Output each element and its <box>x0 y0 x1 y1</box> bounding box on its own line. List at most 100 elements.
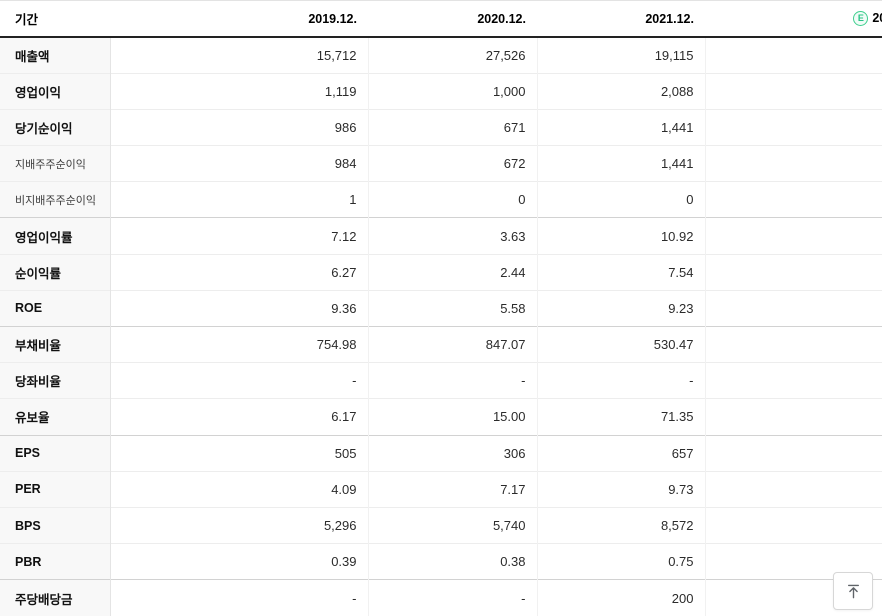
row-label: 유보율 <box>0 398 111 436</box>
table-row-debt-ratio: 부채비율 754.98 847.07 530.47 - <box>0 325 882 363</box>
row-label: PBR <box>0 543 111 580</box>
cell-2020: 671 <box>368 108 538 146</box>
cell-2022: - <box>705 506 882 544</box>
row-label: 당좌비율 <box>0 362 111 399</box>
cell-2021: 200 <box>537 579 706 616</box>
cell-2019: - <box>110 579 369 616</box>
cell-2021: 0.75 <box>537 543 706 580</box>
cell-2019: 984 <box>110 145 369 182</box>
cell-2019: 6.17 <box>110 398 369 436</box>
cell-2019: 0.39 <box>110 543 369 580</box>
cell-2021: 9.73 <box>537 470 706 508</box>
row-label: 영업이익 <box>0 72 111 110</box>
cell-2022: - <box>705 217 882 255</box>
cell-2021: - <box>537 362 706 399</box>
cell-2019: 986 <box>110 108 369 146</box>
table-row-reserve-ratio: 유보율 6.17 15.00 71.35 - <box>0 398 882 436</box>
header-row: 기간 2019.12. 2020.12. 2021.12. E2022.12. <box>0 1 882 38</box>
cell-2022: - <box>705 434 882 472</box>
header-col-2020: 2020.12. <box>368 1 537 38</box>
row-label: 주당배당금 <box>0 579 111 616</box>
header-col-2019: 2019.12. <box>110 1 368 38</box>
header-col-2022-label: 2022.12. <box>872 11 882 25</box>
cell-2021: 10.92 <box>537 217 706 255</box>
cell-2022: - <box>705 145 882 182</box>
cell-2021: 8,572 <box>537 506 706 544</box>
table-row-net-income: 당기순이익 986 671 1,441 - <box>0 108 882 146</box>
header-period-label: 기간 <box>0 1 110 38</box>
cell-2021: 657 <box>537 434 706 472</box>
row-label: 순이익률 <box>0 253 111 291</box>
cell-2021: 9.23 <box>537 289 706 327</box>
table-row-roe: ROE 9.36 5.58 9.23 - <box>0 289 882 327</box>
cell-2021: 1,441 <box>537 145 706 182</box>
cell-2020: 5.58 <box>368 289 538 327</box>
cell-2020: 672 <box>368 145 538 182</box>
cell-2019: 4.09 <box>110 470 369 508</box>
cell-2020: - <box>368 579 538 616</box>
cell-2020: 306 <box>368 434 538 472</box>
cell-2022: - <box>705 37 882 74</box>
cell-2022: - <box>705 108 882 146</box>
cell-2019: 5,296 <box>110 506 369 544</box>
cell-2021: 19,115 <box>537 37 706 74</box>
cell-2022: - <box>705 181 882 218</box>
cell-2021: 7.54 <box>537 253 706 291</box>
row-label: 매출액 <box>0 37 111 74</box>
row-label: 지배주주순이익 <box>0 145 111 182</box>
header-col-2021: 2021.12. <box>537 1 705 38</box>
cell-2020: 27,526 <box>368 37 538 74</box>
header-col-2022-estimate: E2022.12. <box>705 1 882 38</box>
cell-2021: 71.35 <box>537 398 706 436</box>
cell-2019: 9.36 <box>110 289 369 327</box>
table-row-operating-margin: 영업이익률 7.12 3.63 10.92 - <box>0 217 882 255</box>
row-label: EPS <box>0 434 111 472</box>
cell-2019: 6.27 <box>110 253 369 291</box>
cell-2019: 1,119 <box>110 72 369 110</box>
cell-2022: - <box>705 362 882 399</box>
cell-2020: 0 <box>368 181 538 218</box>
row-label: 당기순이익 <box>0 108 111 146</box>
cell-2019: 505 <box>110 434 369 472</box>
cell-2019: - <box>110 362 369 399</box>
table-row-noncontrolling-net-income: 비지배주주순이익 1 0 0 - <box>0 181 882 218</box>
arrow-up-to-top-icon <box>845 583 862 600</box>
cell-2020: 2.44 <box>368 253 538 291</box>
cell-2020: 5,740 <box>368 506 538 544</box>
table-row-quick-ratio: 당좌비율 - - - - <box>0 362 882 399</box>
cell-2020: 0.38 <box>368 543 538 580</box>
table-row-pbr: PBR 0.39 0.38 0.75 - <box>0 543 882 580</box>
row-label: 부채비율 <box>0 325 111 363</box>
table-row-net-margin: 순이익률 6.27 2.44 7.54 - <box>0 253 882 291</box>
row-label: BPS <box>0 506 111 544</box>
table-row-bps: BPS 5,296 5,740 8,572 - <box>0 506 882 544</box>
cell-2019: 1 <box>110 181 369 218</box>
row-label: 영업이익률 <box>0 217 111 255</box>
cell-2020: 7.17 <box>368 470 538 508</box>
cell-2021: 1,441 <box>537 108 706 146</box>
table-row-eps: EPS 505 306 657 - <box>0 434 882 472</box>
cell-2019: 754.98 <box>110 325 369 363</box>
cell-2021: 2,088 <box>537 72 706 110</box>
table-row-operating-profit: 영업이익 1,119 1,000 2,088 - <box>0 72 882 110</box>
table-row-revenue: 매출액 15,712 27,526 19,115 - <box>0 37 882 74</box>
cell-2022: - <box>705 470 882 508</box>
cell-2022: - <box>705 72 882 110</box>
row-label: 비지배주주순이익 <box>0 181 111 218</box>
cell-2019: 7.12 <box>110 217 369 255</box>
row-label: ROE <box>0 289 111 327</box>
cell-2020: 3.63 <box>368 217 538 255</box>
cell-2022: - <box>705 253 882 291</box>
cell-2020: - <box>368 362 538 399</box>
cell-2022: - <box>705 289 882 327</box>
table-row-controlling-net-income: 지배주주순이익 984 672 1,441 - <box>0 145 882 182</box>
scroll-to-top-button[interactable] <box>833 572 873 610</box>
cell-2022: - <box>705 398 882 436</box>
table-row-dividend-per-share: 주당배당금 - - 200 - <box>0 579 882 616</box>
cell-2020: 15.00 <box>368 398 538 436</box>
cell-2022: - <box>705 325 882 363</box>
table-row-per: PER 4.09 7.17 9.73 - <box>0 470 882 508</box>
cell-2020: 847.07 <box>368 325 538 363</box>
